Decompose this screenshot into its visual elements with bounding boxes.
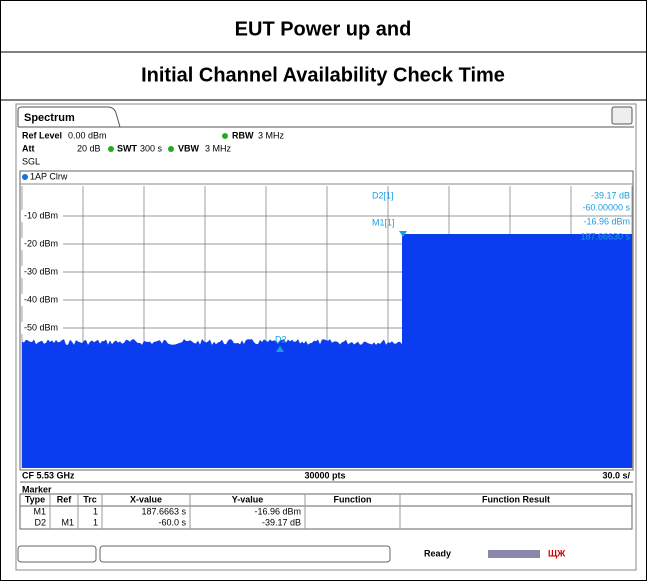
dot <box>22 174 28 180</box>
icon[interactable] <box>611 106 633 125</box>
title-2: Initial Channel Availability Check Time <box>141 64 505 86</box>
label-bg <box>21 238 63 250</box>
label-bg <box>21 322 63 334</box>
label: SWT <box>117 143 137 153</box>
value: 300 s <box>140 143 163 153</box>
table-cell: D2 <box>34 517 46 527</box>
icon: ЩЖ <box>548 548 566 558</box>
table-cell: 1 <box>93 506 98 516</box>
marker-value: -39.17 dB <box>591 190 630 200</box>
marker-pointer <box>276 346 284 352</box>
dot <box>222 133 228 139</box>
y-tick-label: -50 dBm <box>24 322 58 332</box>
y-tick-label: -10 dBm <box>24 210 58 220</box>
value: 3 MHz <box>205 143 232 153</box>
marker-label: M1[1] <box>372 217 395 227</box>
status-box[interactable] <box>99 545 391 563</box>
label-bg <box>21 210 63 222</box>
table-cell: 1 <box>93 517 98 527</box>
points: 30000 pts <box>304 470 345 480</box>
trace-label: 1AP Clrw <box>30 171 68 181</box>
table-header: Ref <box>57 494 73 504</box>
marker-value: 187.66630 s <box>580 231 630 241</box>
status: Ready <box>424 548 451 558</box>
table-header: Function Result <box>482 494 550 504</box>
table-header: Type <box>25 494 45 504</box>
marker-value: -60.00000 s <box>582 202 630 212</box>
table-title: Marker <box>22 484 52 494</box>
value: 3 MHz <box>258 130 285 140</box>
tab[interactable] <box>17 106 121 128</box>
dot <box>168 146 174 152</box>
label-bg <box>21 266 63 278</box>
dot <box>108 146 114 152</box>
status-box[interactable] <box>17 545 97 563</box>
value: SGL <box>22 156 40 166</box>
table-cell: -39.17 dB <box>262 517 301 527</box>
y-tick-label: -20 dBm <box>24 238 58 248</box>
label: Att <box>22 143 35 153</box>
table-header: Trc <box>83 494 97 504</box>
value: 0.00 dBm <box>68 130 107 140</box>
tab-label[interactable]: Spectrum <box>24 112 75 124</box>
trace-marker: D2 <box>275 334 287 344</box>
table-header: X-value <box>130 494 162 504</box>
table-cell: M1 <box>33 506 46 516</box>
marker-value: -16.96 dBm <box>583 216 630 226</box>
value: 20 dB <box>77 143 101 153</box>
label: Ref Level <box>22 130 62 140</box>
cf: CF 5.53 GHz <box>22 470 75 480</box>
table-header: Function <box>334 494 372 504</box>
span: 30.0 s/ <box>602 470 630 480</box>
label: VBW <box>178 143 200 153</box>
table-cell: M1 <box>61 517 74 527</box>
table <box>19 493 633 530</box>
title-1: EUT Power up and <box>235 18 412 40</box>
progress <box>488 550 540 558</box>
table-cell: -60.0 s <box>158 517 186 527</box>
table-header: Y-value <box>232 494 264 504</box>
table-cell: -16.96 dBm <box>254 506 301 516</box>
marker-pointer <box>399 231 407 237</box>
y-tick-label: -30 dBm <box>24 266 58 276</box>
label-bg <box>21 294 63 306</box>
trace <box>22 234 632 468</box>
label: RBW <box>232 130 254 140</box>
y-tick-label: -40 dBm <box>24 294 58 304</box>
table-cell: 187.6663 s <box>141 506 186 516</box>
marker-label: D2[1] <box>372 190 394 200</box>
